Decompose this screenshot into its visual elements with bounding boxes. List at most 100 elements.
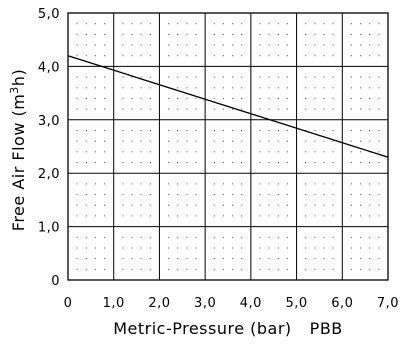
grid-dot (332, 236, 334, 238)
grid-dot (76, 87, 78, 89)
y-tick-label: 2,0 (38, 167, 60, 182)
grid-dot (177, 236, 179, 238)
grid-dot (350, 87, 352, 89)
grid-dot (149, 97, 151, 99)
grid-dot (314, 215, 316, 217)
grid-dot (122, 162, 124, 163)
grid-dot (168, 23, 170, 25)
grid-dot (104, 76, 106, 78)
grid-dot (323, 23, 325, 25)
grid-dot (332, 23, 334, 25)
grid-dot (94, 247, 96, 249)
x-tick-label: 5,0 (285, 296, 307, 311)
grid-dot (85, 204, 87, 206)
grid-dot (131, 247, 133, 249)
grid-dot (195, 55, 197, 57)
grid-dot (305, 215, 307, 217)
grid-dot (149, 55, 151, 57)
grid-dot (168, 236, 170, 238)
grid-dot (168, 44, 170, 46)
grid-dot (131, 140, 133, 142)
grid-dot (213, 268, 215, 270)
grid-dot (268, 247, 270, 249)
grid-dot (332, 194, 334, 196)
grid-dot (122, 97, 124, 99)
grid-dot (332, 215, 334, 217)
grid-dot (277, 236, 279, 238)
grid-dot (94, 44, 96, 46)
grid-dot (140, 76, 142, 78)
grid-dot (259, 236, 261, 238)
grid-dot (332, 162, 334, 163)
grid-dot (168, 151, 170, 153)
grid-dot (277, 23, 279, 25)
grid-dot (213, 183, 215, 185)
grid-dot (76, 268, 78, 270)
grid-dot (277, 183, 279, 185)
grid-dot (378, 258, 380, 260)
grid-dot (241, 23, 243, 25)
grid-dot (332, 97, 334, 99)
grid-dot (149, 162, 151, 163)
grid-dot (222, 183, 224, 185)
minor-grid-dots (76, 23, 380, 270)
grid-dot (104, 204, 106, 206)
grid-dot (186, 97, 188, 99)
grid-dot (131, 130, 133, 131)
grid-dot (332, 44, 334, 46)
grid-dot (378, 76, 380, 78)
grid-dot (360, 204, 362, 206)
grid-dot (332, 258, 334, 260)
grid-dot (131, 215, 133, 217)
grid-dot (350, 151, 352, 153)
x-axis-label: Metric-Pressure (bar) (113, 319, 291, 338)
y-axis-unit: h) (9, 69, 28, 86)
grid-dot (149, 130, 151, 131)
grid-dot (314, 151, 316, 153)
grid-dot (259, 258, 261, 260)
grid-dot (94, 162, 96, 163)
grid-dot (268, 44, 270, 46)
grid-dot (131, 162, 133, 163)
grid-dot (277, 258, 279, 260)
grid-dot (232, 76, 234, 78)
grid-dot (168, 247, 170, 249)
grid-dot (241, 97, 243, 99)
grid-dot (195, 236, 197, 238)
grid-dot (195, 140, 197, 142)
grid-dot (177, 215, 179, 217)
grid-dot (94, 76, 96, 78)
grid-dot (85, 268, 87, 270)
grid-dot (222, 108, 224, 110)
grid-dot (241, 204, 243, 206)
grid-dot (213, 33, 215, 35)
grid-dot (305, 236, 307, 238)
grid-dot (149, 33, 151, 35)
grid-dot (232, 33, 234, 35)
grid-dot (186, 55, 188, 57)
grid-dot (232, 130, 234, 131)
grid-dot (222, 33, 224, 35)
grid-dot (122, 268, 124, 270)
grid-dot (222, 87, 224, 89)
grid-dot (378, 130, 380, 131)
grid-dot (314, 258, 316, 260)
grid-dot (323, 268, 325, 270)
grid-dot (369, 44, 371, 46)
grid-dot (76, 97, 78, 99)
grid-dot (94, 258, 96, 260)
grid-dot (286, 44, 288, 46)
grid-dot (177, 55, 179, 57)
grid-dot (232, 151, 234, 153)
grid-dot (177, 183, 179, 185)
x-tick-label: 0 (64, 296, 73, 311)
grid-dot (378, 247, 380, 249)
grid-dot (323, 140, 325, 142)
grid-dot (177, 87, 179, 89)
grid-dot (314, 23, 316, 25)
grid-dot (277, 268, 279, 270)
grid-dot (186, 33, 188, 35)
grid-dot (369, 236, 371, 238)
grid-dot (241, 194, 243, 196)
grid-dot (259, 87, 261, 89)
